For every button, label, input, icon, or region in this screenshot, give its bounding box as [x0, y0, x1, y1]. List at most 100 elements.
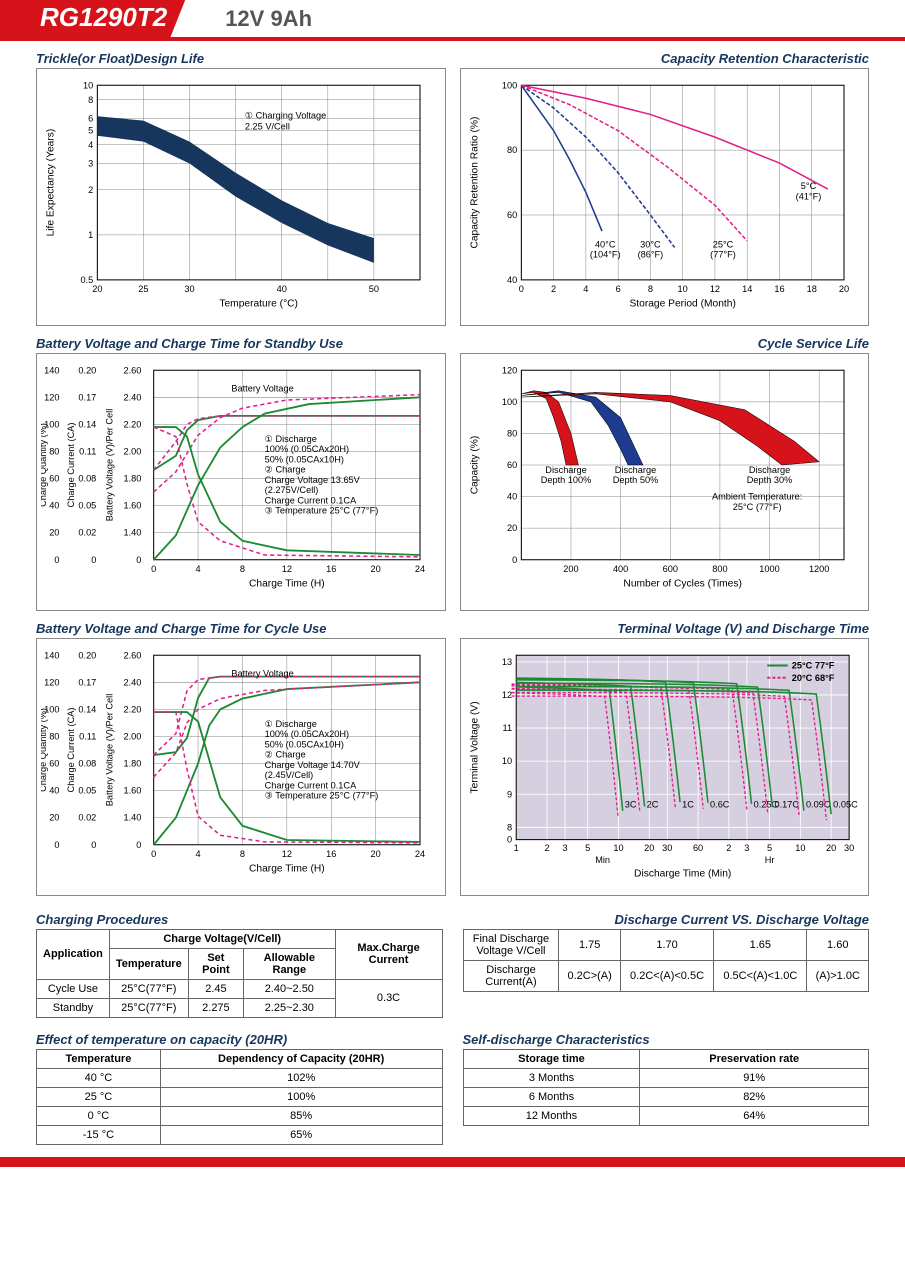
- svg-text:Capacity Retention Ratio (%): Capacity Retention Ratio (%): [469, 117, 480, 249]
- cycleuse-chart: 0481216202402040608010012014000.020.050.…: [36, 638, 446, 896]
- svg-text:Capacity (%): Capacity (%): [469, 436, 480, 495]
- svg-text:5: 5: [585, 843, 590, 853]
- svg-text:① Discharge: ① Discharge: [265, 719, 317, 729]
- svg-text:0: 0: [54, 555, 59, 565]
- tempcap-table: TemperatureDependency of Capacity (20HR)…: [36, 1049, 443, 1145]
- svg-text:Depth 100%: Depth 100%: [540, 475, 591, 485]
- svg-text:40: 40: [49, 785, 59, 795]
- svg-text:18: 18: [806, 284, 816, 294]
- svg-text:2C: 2C: [646, 799, 658, 809]
- svg-text:16: 16: [326, 564, 336, 574]
- terminal-chart: 891011121303C2C1C0.6C0.25C0.17C0.09C0.05…: [460, 638, 870, 896]
- svg-text:60: 60: [506, 210, 516, 220]
- svg-text:6: 6: [88, 114, 93, 124]
- svg-text:Life Expectancy (Years): Life Expectancy (Years): [45, 129, 56, 237]
- svg-text:0.02: 0.02: [78, 528, 96, 538]
- svg-text:1.40: 1.40: [123, 812, 141, 822]
- svg-text:20: 20: [644, 843, 654, 853]
- svg-text:20: 20: [506, 523, 516, 533]
- svg-text:Charge Time (H): Charge Time (H): [249, 863, 325, 874]
- svg-text:200: 200: [563, 564, 578, 574]
- svg-text:0: 0: [151, 564, 156, 574]
- svg-text:100% (0.05CAx20H): 100% (0.05CAx20H): [265, 729, 349, 739]
- svg-text:10: 10: [83, 80, 93, 90]
- svg-text:0.05: 0.05: [78, 785, 96, 795]
- svg-text:24: 24: [415, 849, 425, 859]
- svg-text:Discharge: Discharge: [545, 465, 586, 475]
- svg-text:20: 20: [49, 528, 59, 538]
- trickle-chart: 20253040500.5123456810Life Expectancy (Y…: [36, 68, 446, 326]
- svg-text:600: 600: [662, 564, 677, 574]
- svg-text:80: 80: [506, 428, 516, 438]
- svg-text:2.20: 2.20: [123, 704, 141, 714]
- svg-text:0: 0: [136, 840, 141, 850]
- table-row: 6 Months82%: [463, 1087, 869, 1106]
- svg-text:0.6C: 0.6C: [710, 799, 730, 809]
- svg-text:20: 20: [92, 284, 102, 294]
- svg-text:Hr: Hr: [764, 855, 774, 865]
- svg-text:Number of Cycles (Times): Number of Cycles (Times): [623, 578, 741, 589]
- svg-text:Charge Current (CA): Charge Current (CA): [66, 422, 76, 507]
- svg-text:0: 0: [518, 284, 523, 294]
- svg-text:50: 50: [369, 284, 379, 294]
- svg-text:100: 100: [501, 397, 516, 407]
- svg-text:5°C: 5°C: [800, 181, 816, 191]
- svg-text:1: 1: [513, 843, 518, 853]
- svg-text:25: 25: [138, 284, 148, 294]
- svg-text:1: 1: [88, 230, 93, 240]
- svg-text:Terminal Voltage (V): Terminal Voltage (V): [469, 701, 480, 793]
- svg-text:0.20: 0.20: [78, 365, 96, 375]
- footer-accent-bar: [0, 1157, 905, 1167]
- table-row: -15 °C65%: [37, 1125, 443, 1144]
- svg-text:(2.45V/Cell): (2.45V/Cell): [265, 770, 314, 780]
- svg-text:140: 140: [44, 365, 59, 375]
- svg-text:24: 24: [415, 564, 425, 574]
- th-temperature: Temperature: [109, 948, 188, 979]
- svg-text:5: 5: [766, 843, 771, 853]
- svg-text:12: 12: [282, 849, 292, 859]
- svg-text:0.05C: 0.05C: [833, 799, 858, 809]
- svg-text:40: 40: [49, 501, 59, 511]
- svg-text:60: 60: [506, 460, 516, 470]
- svg-text:(41°F): (41°F): [795, 191, 821, 201]
- svg-text:2.40: 2.40: [123, 677, 141, 687]
- th-maxcurrent: Max.Charge Current: [335, 929, 442, 979]
- svg-text:(77°F): (77°F): [710, 250, 736, 260]
- svg-text:0.14: 0.14: [78, 419, 96, 429]
- svg-text:20: 20: [825, 843, 835, 853]
- svg-text:10: 10: [677, 284, 687, 294]
- svg-text:8: 8: [88, 95, 93, 105]
- page-header: RG1290T2 12V 9Ah: [0, 0, 905, 41]
- svg-text:Battery Voltage (V)/Per Cell: Battery Voltage (V)/Per Cell: [105, 409, 115, 522]
- svg-text:30: 30: [662, 843, 672, 853]
- svg-text:Charge Voltage 14.70V: Charge Voltage 14.70V: [265, 760, 361, 770]
- svg-text:3: 3: [562, 843, 567, 853]
- svg-text:80: 80: [49, 446, 59, 456]
- svg-text:4: 4: [196, 849, 201, 859]
- svg-text:② Charge: ② Charge: [265, 465, 306, 475]
- svg-text:400: 400: [612, 564, 627, 574]
- svg-text:Battery Voltage: Battery Voltage: [231, 668, 293, 678]
- table-row: Cycle Use 25°C(77°F) 2.45 2.40~2.50 0.3C: [37, 979, 443, 998]
- svg-text:12: 12: [282, 564, 292, 574]
- svg-text:0.08: 0.08: [78, 758, 96, 768]
- table-row: Discharge Current(A) 0.2C>(A) 0.2C<(A)<0…: [463, 960, 869, 991]
- svg-text:60: 60: [49, 473, 59, 483]
- svg-text:30: 30: [184, 284, 194, 294]
- svg-text:Discharge: Discharge: [614, 465, 655, 475]
- svg-text:0.14: 0.14: [78, 704, 96, 714]
- svg-text:25°C 77°F: 25°C 77°F: [791, 660, 834, 670]
- svg-text:1.80: 1.80: [123, 758, 141, 768]
- svg-text:0: 0: [54, 840, 59, 850]
- svg-text:20: 20: [370, 849, 380, 859]
- trickle-title: Trickle(or Float)Design Life: [36, 51, 446, 66]
- svg-text:12: 12: [501, 690, 511, 700]
- selfdis-table: Storage timePreservation rate 3 Months91…: [463, 1049, 870, 1126]
- svg-text:2.00: 2.00: [123, 446, 141, 456]
- svg-text:0.17: 0.17: [78, 677, 96, 687]
- table-row: 0 °C85%: [37, 1106, 443, 1125]
- svg-text:0.5: 0.5: [80, 275, 93, 285]
- svg-text:50% (0.05CAx10H): 50% (0.05CAx10H): [265, 739, 344, 749]
- model-badge: RG1290T2: [0, 0, 185, 37]
- svg-text:12: 12: [709, 284, 719, 294]
